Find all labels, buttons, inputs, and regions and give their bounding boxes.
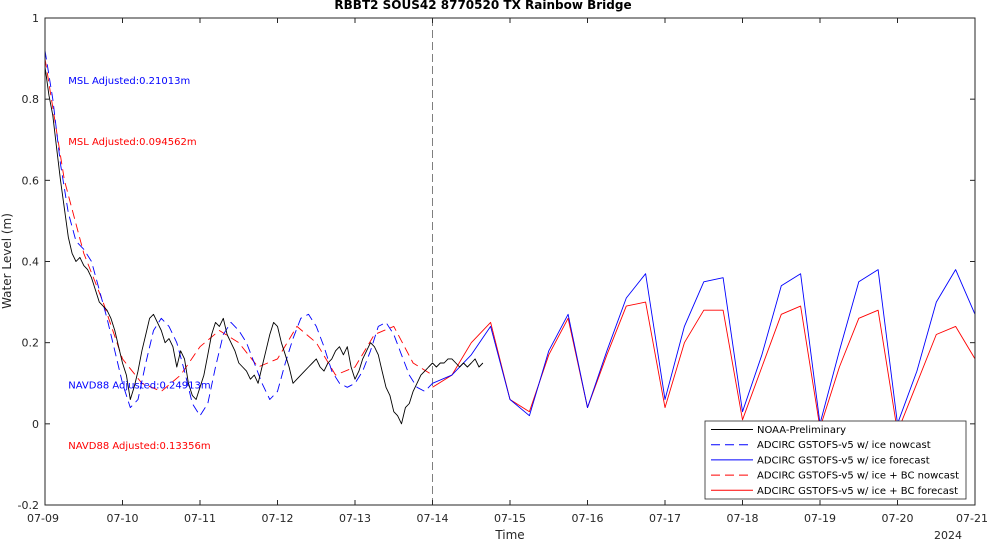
annotations: MSL Adjusted:0.21013m MSL Adjusted:0.0945… [68, 76, 210, 452]
y-tick-label: 0.2 [22, 337, 40, 350]
series-line-2 [432, 269, 976, 425]
annotation-label: NAVD88 Adjusted:0.24913m [68, 380, 210, 391]
y-tick-label: 0 [32, 418, 39, 431]
x-tick-label: 07-16 [572, 512, 604, 525]
x-tick-label: 07-19 [804, 512, 836, 525]
x-tick-label: 07-10 [107, 512, 139, 525]
y-tick-label: 0.8 [22, 93, 40, 106]
legend-label: ADCIRC GSTOFS-v5 w/ ice + BC nowcast [757, 471, 959, 482]
series-line-4 [432, 301, 976, 433]
x-tick-label: 07-18 [727, 512, 759, 525]
y-axis-label: Water Level (m) [0, 213, 14, 309]
series-line-3 [44, 58, 433, 392]
x-tick-label: 07-09 [27, 512, 59, 525]
x-tick-label: 07-13 [339, 512, 371, 525]
legend-label: ADCIRC GSTOFS-v5 w/ ice forecast [757, 455, 930, 466]
y-tick-label: 0.6 [22, 174, 40, 187]
x-axis-label: Time [494, 528, 524, 541]
y-tick-label: 1 [32, 12, 39, 25]
x-tick-label: 07-17 [649, 512, 681, 525]
legend-label: ADCIRC GSTOFS-v5 w/ ice nowcast [757, 440, 931, 451]
plot-area [44, 18, 976, 505]
legend-label: ADCIRC GSTOFS-v5 w/ ice + BC forecast [757, 486, 958, 497]
x-tick-label: 07-14 [417, 512, 449, 525]
annotation-label: NAVD88 Adjusted:0.13356m [68, 441, 210, 452]
x-tick-label: 07-12 [262, 512, 294, 525]
legend: NOAA-Preliminary ADCIRC GSTOFS-v5 w/ ice … [704, 420, 967, 500]
x-tick-label: 07-21 [956, 512, 988, 525]
x-tick-label: 07-20 [882, 512, 914, 525]
series-line-0 [44, 66, 484, 425]
annotation-label: MSL Adjusted:0.094562m [68, 137, 196, 148]
legend-label: NOAA-Preliminary [757, 425, 846, 436]
y-tick-label: -0.2 [18, 499, 39, 512]
y-axis: -0.2 0 0.2 0.4 0.6 0.8 1 [18, 12, 975, 512]
chart-title: RBBT2 SOUS42 8770520 TX Rainbow Bridge [334, 0, 631, 12]
x-tick-label: 07-11 [184, 512, 216, 525]
annotation-label: MSL Adjusted:0.21013m [68, 76, 190, 87]
x-axis: 07-09 07-10 07-11 07-12 07-13 07-14 07-15 07-16… [27, 18, 988, 525]
x-tick-label: 07-15 [494, 512, 526, 525]
y-tick-label: 0.4 [22, 256, 40, 269]
x-axis-year: 2024 [934, 529, 962, 541]
